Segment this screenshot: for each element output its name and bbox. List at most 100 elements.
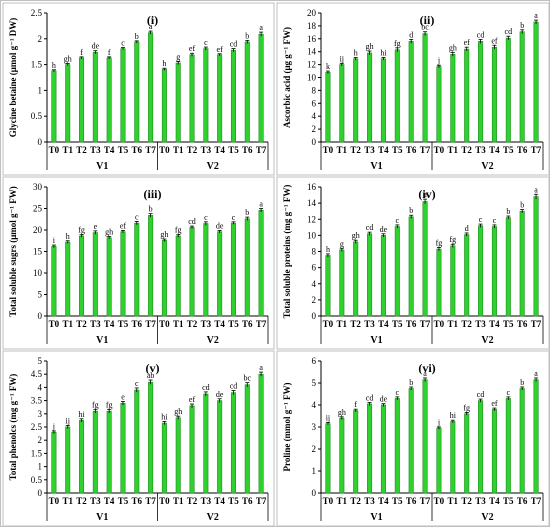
significance-letter: e	[94, 222, 98, 231]
x-tick-label: T7	[531, 496, 542, 506]
y-tick-label: 20	[307, 8, 317, 18]
significance-letter: ef	[189, 395, 196, 404]
x-tick-label: T1	[337, 319, 348, 329]
group-label: V1	[370, 512, 382, 523]
significance-letter: ab	[147, 371, 155, 380]
bar	[394, 226, 400, 317]
group-label: V1	[370, 335, 382, 346]
significance-letter: gh	[64, 55, 72, 64]
bar	[353, 241, 359, 317]
x-tick-label: T3	[201, 145, 212, 155]
y-tick-label: 2	[312, 444, 317, 454]
bar	[436, 427, 442, 494]
x-tick-label: T3	[201, 319, 212, 329]
bar	[353, 58, 359, 143]
bar	[394, 398, 400, 494]
bar	[505, 37, 511, 143]
y-tick-label: 8	[312, 85, 317, 95]
y-tick-label: 1	[38, 462, 43, 472]
bar	[422, 33, 428, 143]
bar	[106, 410, 112, 494]
significance-letter: b	[409, 206, 413, 215]
significance-letter: gh	[160, 230, 168, 239]
significance-letter: a	[259, 363, 263, 372]
x-tick-label: T6	[406, 319, 417, 329]
x-tick-label: T5	[118, 145, 129, 155]
significance-letter: fg	[92, 400, 99, 409]
significance-letter: hi	[450, 411, 457, 420]
significance-letter: c	[121, 39, 125, 48]
y-tick-label: 4	[312, 111, 317, 121]
y-tick-label: 4	[312, 279, 317, 289]
bar	[244, 218, 250, 317]
significance-letter: cd	[505, 27, 513, 36]
bar	[134, 389, 140, 494]
group-label: V1	[96, 335, 108, 346]
bar	[175, 235, 181, 317]
x-tick-label: T3	[201, 496, 212, 506]
x-tick-label: T6	[242, 145, 253, 155]
significance-letter: bc	[244, 374, 252, 383]
x-tick-label: T2	[461, 319, 472, 329]
significance-letter: ij	[65, 416, 69, 425]
significance-letter: c	[479, 215, 483, 224]
bar	[217, 231, 223, 317]
significance-letter: cd	[230, 382, 238, 391]
y-tick-label: 4	[38, 382, 43, 392]
x-tick-label: T1	[62, 319, 73, 329]
x-tick-label: T1	[448, 319, 459, 329]
significance-letter: f	[80, 48, 83, 57]
bar	[134, 41, 140, 143]
x-tick-label: T1	[448, 145, 459, 155]
y-tick-label: 2.5	[31, 422, 43, 432]
x-tick-label: T5	[228, 319, 239, 329]
bar	[189, 54, 195, 143]
y-tick-label: 5	[38, 290, 43, 300]
x-tick-label: T0	[159, 496, 170, 506]
significance-letter: gh	[352, 231, 360, 240]
x-tick-label: T0	[159, 319, 170, 329]
x-tick-label: T1	[173, 145, 184, 155]
significance-letter: ef	[491, 399, 498, 408]
significance-letter: c	[396, 388, 400, 397]
significance-letter: b	[520, 21, 524, 30]
bar	[120, 48, 126, 143]
x-tick-label: T6	[132, 319, 143, 329]
x-tick-label: T3	[90, 319, 101, 329]
significance-letter: f	[354, 400, 357, 409]
bar	[134, 222, 140, 317]
bar	[203, 223, 209, 317]
x-tick-label: T5	[118, 496, 129, 506]
bar	[258, 209, 264, 317]
y-axis-label: Proline (mmol g⁻¹ FW)	[282, 382, 292, 471]
bar	[380, 235, 386, 317]
y-tick-label: 30	[33, 182, 43, 192]
bar	[244, 384, 250, 494]
y-tick-label: 16	[307, 34, 317, 44]
panel-border	[276, 2, 550, 176]
significance-letter: fg	[463, 403, 470, 412]
significance-letter: b	[409, 378, 413, 387]
significance-letter: c	[135, 379, 139, 388]
significance-letter: a	[534, 11, 538, 20]
chart-panel-6: 0 1 2 3 4 5 6 Proline (mmol g⁻¹ FW) (vi) ij T0 gh T1…	[276, 350, 550, 527]
significance-letter: hi	[380, 49, 387, 58]
y-tick-label: 0.5	[31, 475, 43, 485]
x-tick-label: T2	[187, 496, 198, 506]
bar	[106, 237, 112, 317]
significance-letter: de	[216, 390, 224, 399]
y-tick-label: 14	[307, 47, 317, 57]
significance-letter: fg	[436, 238, 443, 247]
y-tick-label: 4	[312, 400, 317, 410]
y-tick-label: 2	[38, 435, 43, 445]
significance-letter: b	[520, 201, 524, 210]
y-tick-label: 0	[38, 137, 43, 147]
x-tick-label: T3	[475, 145, 486, 155]
significance-letter: g	[340, 239, 344, 248]
x-tick-label: T3	[364, 145, 375, 155]
x-tick-label: T1	[62, 145, 73, 155]
x-tick-label: T0	[159, 145, 170, 155]
x-tick-label: T2	[187, 319, 198, 329]
bar	[519, 210, 525, 317]
